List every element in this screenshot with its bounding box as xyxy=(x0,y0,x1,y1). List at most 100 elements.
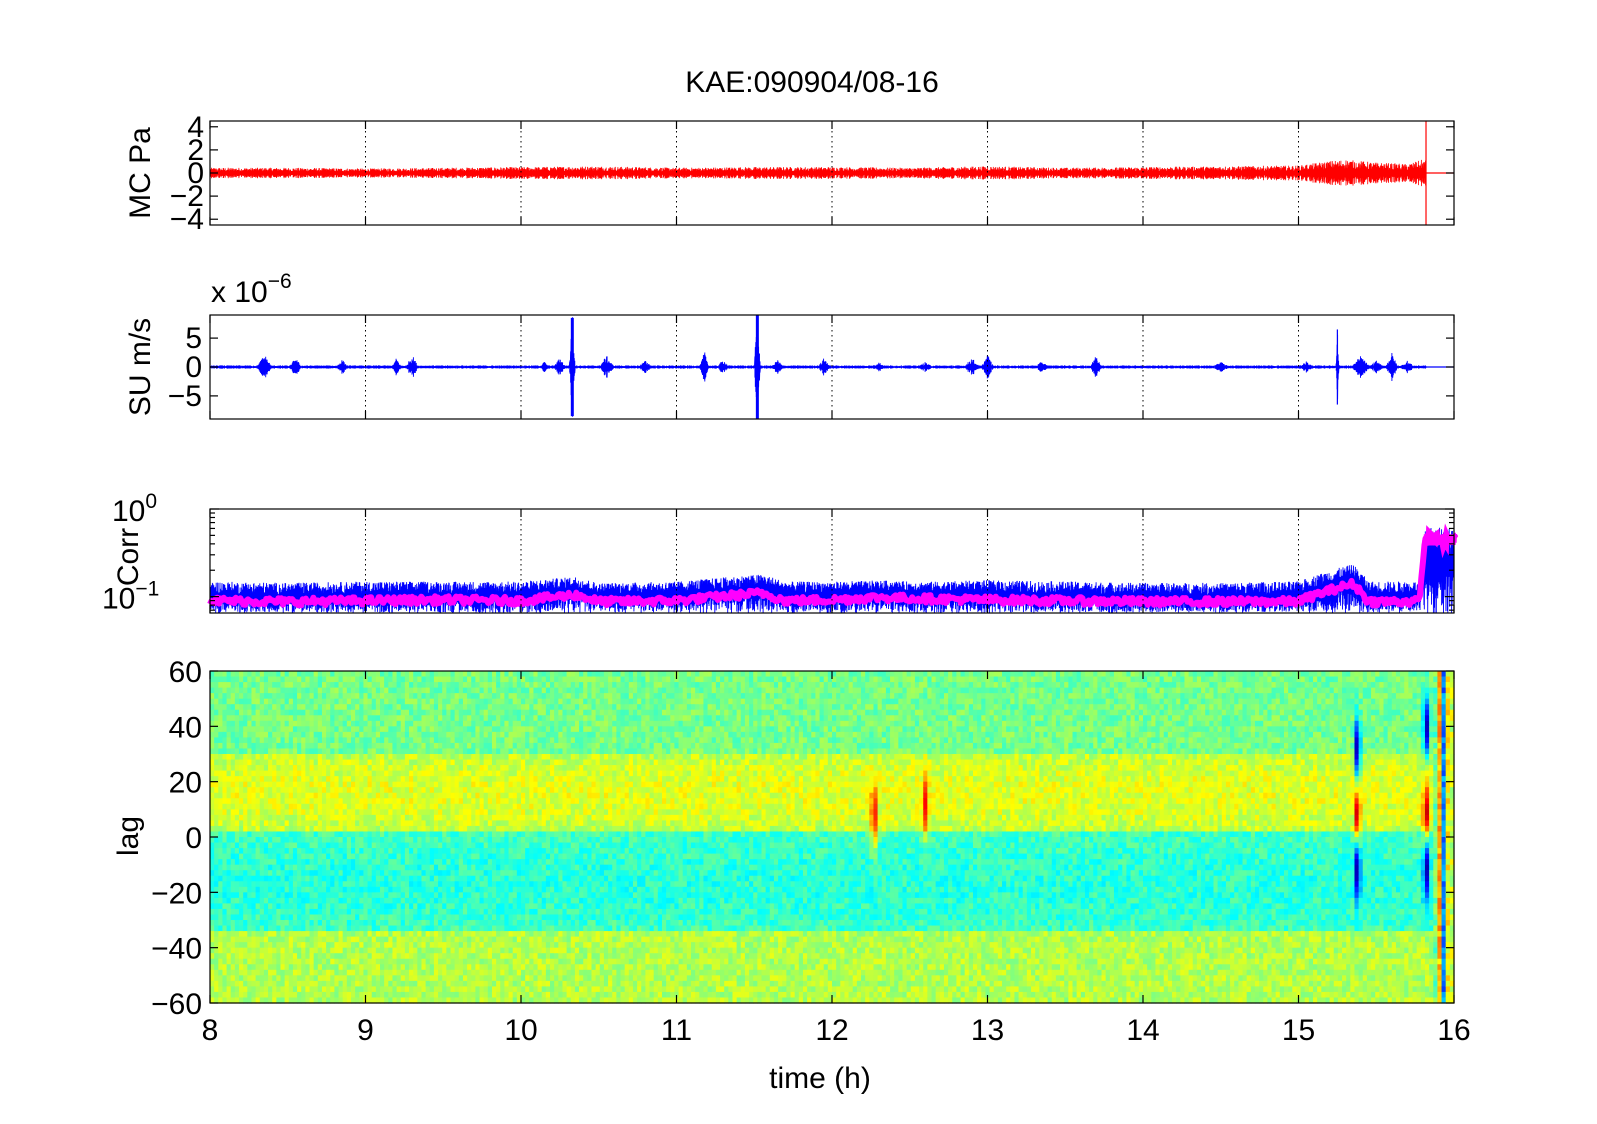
heatmap-cell xyxy=(222,731,228,738)
heatmap-cell xyxy=(350,947,356,954)
heatmap-cell xyxy=(458,798,464,805)
heatmap-cell xyxy=(400,704,406,711)
heatmap-cell xyxy=(375,803,381,810)
heatmap-cell xyxy=(288,925,294,932)
heatmap-cell xyxy=(234,864,240,871)
heatmap-cell xyxy=(243,809,248,816)
heatmap-cell xyxy=(433,997,439,1004)
heatmap-cell xyxy=(222,792,228,799)
heatmap-cell xyxy=(496,698,501,705)
heatmap-cell xyxy=(251,931,257,938)
heatmap-cell xyxy=(491,914,497,921)
heatmap-cell xyxy=(541,953,547,960)
heatmap-cell xyxy=(504,936,510,943)
heatmap-cell xyxy=(326,969,331,976)
heatmap-cell xyxy=(417,776,423,783)
heatmap-cell xyxy=(342,748,348,755)
heatmap-cell xyxy=(429,837,435,844)
heatmap-cell xyxy=(317,781,323,788)
heatmap-cell xyxy=(450,903,456,910)
heatmap-cell xyxy=(280,953,286,960)
heatmap-cell xyxy=(433,853,439,860)
heatmap-cell xyxy=(500,770,506,777)
heatmap-cell xyxy=(467,676,472,683)
heatmap-cell xyxy=(433,953,439,960)
heatmap-cell xyxy=(516,853,522,860)
heatmap-cell xyxy=(210,820,215,827)
heatmap-cell xyxy=(529,936,535,943)
heatmap-cell xyxy=(396,903,402,910)
heatmap-cell xyxy=(371,693,377,700)
heatmap-cell xyxy=(326,742,331,750)
heatmap-cell xyxy=(525,693,530,700)
heatmap-cell xyxy=(255,820,261,827)
heatmap-cell xyxy=(222,682,228,689)
heatmap-cell xyxy=(487,820,493,827)
heatmap-cell xyxy=(504,687,510,694)
heatmap-cell xyxy=(338,776,344,783)
heatmap-cell xyxy=(458,831,464,838)
heatmap-cell xyxy=(479,848,485,855)
heatmap-cell xyxy=(272,748,277,755)
heatmap-cell xyxy=(247,975,253,982)
heatmap-cell xyxy=(421,958,427,965)
heatmap-cell xyxy=(288,720,294,727)
heatmap-cell xyxy=(454,886,460,893)
heatmap-cell xyxy=(404,709,410,716)
heatmap-cell xyxy=(479,731,485,738)
heatmap-cell xyxy=(487,765,493,772)
heatmap-cell xyxy=(462,781,468,788)
heatmap-cell xyxy=(446,748,452,755)
heatmap-cell xyxy=(533,770,539,777)
heatmap-cell xyxy=(417,942,423,949)
heatmap-cell xyxy=(255,742,261,750)
heatmap-cell xyxy=(533,726,539,733)
heatmap-cell xyxy=(458,770,464,777)
heatmap-cell xyxy=(537,742,543,750)
heatmap-cell xyxy=(272,875,277,882)
heatmap-cell xyxy=(525,953,530,960)
heatmap-cell xyxy=(400,709,406,716)
heatmap-cell xyxy=(537,903,543,910)
heatmap-cell xyxy=(234,803,240,810)
heatmap-cell xyxy=(338,698,344,705)
heatmap-cell xyxy=(268,809,273,816)
y-tick-label: −4 xyxy=(170,203,204,236)
heatmap-cell xyxy=(363,953,369,960)
heatmap-cell xyxy=(541,886,547,893)
heatmap-cell xyxy=(533,748,539,755)
heatmap-cell xyxy=(537,831,543,838)
heatmap-cell xyxy=(297,859,302,866)
heatmap-cell xyxy=(475,859,481,866)
heatmap-cell xyxy=(508,964,514,971)
heatmap-cell xyxy=(521,798,526,805)
heatmap-cell xyxy=(251,903,257,910)
heatmap-cell xyxy=(471,964,476,971)
heatmap-cell xyxy=(496,864,501,871)
heatmap-cell xyxy=(450,848,456,855)
heatmap-cell xyxy=(346,820,352,827)
heatmap-cell xyxy=(467,820,472,827)
heatmap-cell xyxy=(243,864,248,871)
heatmap-cell xyxy=(462,892,468,899)
heatmap-cell xyxy=(404,687,410,694)
heatmap-cell xyxy=(504,787,510,794)
heatmap-cell xyxy=(516,864,522,871)
heatmap-cell xyxy=(396,837,402,844)
heatmap-cell xyxy=(342,715,348,722)
heatmap-cell xyxy=(210,715,215,722)
heatmap-cell xyxy=(413,870,418,877)
heatmap-cell xyxy=(321,698,327,705)
heatmap-cell xyxy=(491,720,497,727)
heatmap-cell xyxy=(234,682,240,689)
heatmap-cell xyxy=(338,875,344,882)
heatmap-cell xyxy=(479,687,485,694)
heatmap-cell xyxy=(321,881,327,888)
heatmap-cell xyxy=(429,676,435,683)
heatmap-cell xyxy=(438,831,443,838)
heatmap-cell xyxy=(355,881,360,888)
heatmap-cell xyxy=(475,731,481,738)
heatmap-cell xyxy=(487,682,493,689)
heatmap-cell xyxy=(380,831,385,838)
heatmap-cell xyxy=(363,931,369,938)
